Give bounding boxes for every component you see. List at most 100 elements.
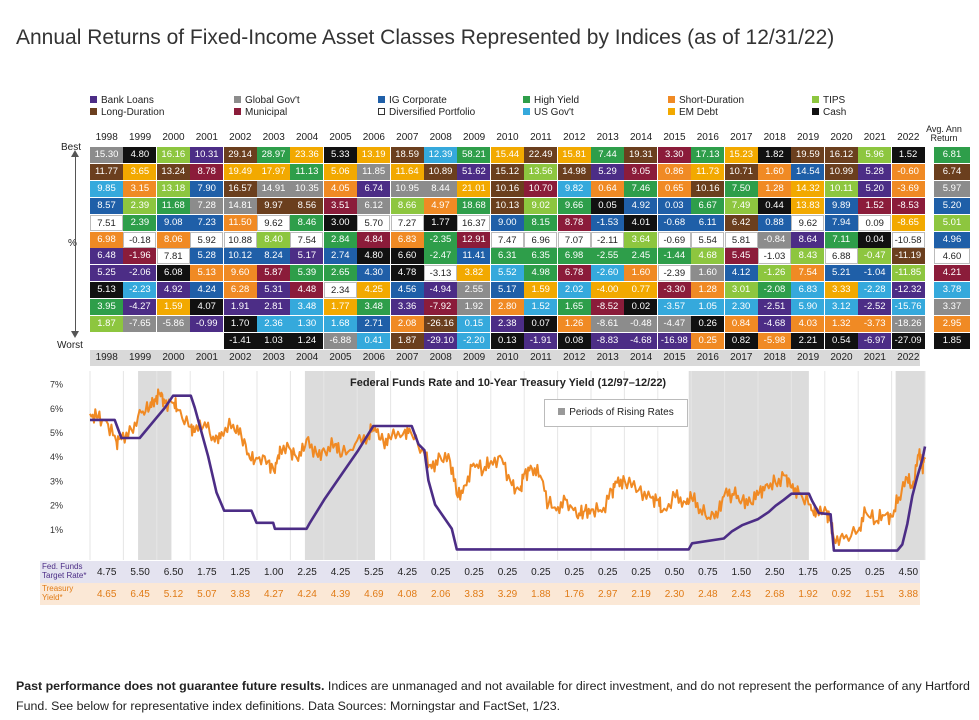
- table-cell: 0.07: [524, 316, 558, 332]
- table-cell: -0.69: [657, 231, 691, 248]
- treasury-yield-value: 2.30: [664, 589, 685, 600]
- table-cell: 10.88: [223, 231, 257, 248]
- table-cell: 2.55: [457, 282, 491, 299]
- treasury-yield-value: 2.68: [764, 589, 785, 600]
- table-cell: 10.13: [490, 197, 524, 214]
- table-cell: 8.15: [524, 214, 558, 231]
- table-cell: 1.52: [524, 299, 558, 316]
- year-label: 2015: [663, 132, 686, 143]
- table-cell: 16.16: [156, 147, 190, 163]
- table-cell: 15.44: [490, 147, 524, 163]
- y-tick-label: 5%: [50, 428, 63, 438]
- table-cell: -2.60: [591, 265, 624, 282]
- table-cell: 10.12: [223, 248, 257, 265]
- table-cell: -2.06: [123, 265, 157, 282]
- table-cell: -3.30: [657, 282, 691, 299]
- legend-label: EM Debt: [679, 107, 718, 118]
- table-cell: 5.90: [791, 299, 825, 316]
- worst-label: Worst: [57, 340, 83, 351]
- table-cell: 6.28: [223, 282, 257, 299]
- year-label: 2004: [295, 132, 319, 143]
- table-cell: 5.25: [90, 265, 123, 282]
- year-label: 2008: [429, 132, 452, 143]
- table-cell: 4.30: [357, 265, 391, 282]
- year-label: 2001: [195, 352, 218, 363]
- table-cell: 6.31: [490, 248, 524, 265]
- table-cell: 17.97: [257, 163, 290, 180]
- fed-funds-value: 2.25: [297, 567, 317, 578]
- legend-item: US Gov't: [523, 107, 574, 119]
- treasury-yield-value: 3.83: [464, 589, 484, 600]
- legend-label: Short-Duration: [679, 95, 745, 106]
- table-cell: 3.01: [724, 282, 758, 299]
- period-legend: Periods of Rising Rates: [544, 399, 688, 427]
- rates-line-chart: 8%7%6%5%4%3%2%1%: [50, 371, 927, 560]
- year-label: 2005: [329, 352, 352, 363]
- table-cell: 7.94: [824, 214, 858, 231]
- table-cell: 0.05: [591, 197, 624, 214]
- table-cell: 18.68: [457, 197, 491, 214]
- year-label: 2021: [863, 352, 886, 363]
- table-cell: -8.52: [591, 299, 624, 316]
- table-cell: 13.83: [791, 197, 825, 214]
- footnote: Past performance does not guarantee futu…: [16, 676, 976, 716]
- table-cell: -1.04: [858, 265, 892, 282]
- table-cell: 2.95: [934, 316, 970, 332]
- table-cell: 4.48: [290, 282, 324, 299]
- fed-funds-label: Fed. Funds Target Rate*: [42, 562, 90, 580]
- table-cell: 2.21: [791, 332, 825, 349]
- table-cell: 19.31: [624, 147, 658, 163]
- table-cell: 0.25: [691, 332, 725, 349]
- table-cell: 5.29: [591, 163, 624, 180]
- table-cell: 15.30: [90, 147, 123, 163]
- table-cell: 5.13: [190, 265, 224, 282]
- year-label: 2004: [295, 352, 319, 363]
- fed-funds-line: [90, 394, 927, 552]
- table-cell: -27.09: [891, 332, 925, 349]
- legend-item: Bank Loans: [90, 95, 154, 107]
- table-cell: -2.52: [858, 299, 892, 316]
- legend-item: Diversified Portfolio: [378, 107, 475, 119]
- table-cell: 10.16: [490, 180, 524, 197]
- table-cell: 2.36: [257, 316, 290, 332]
- fed-funds-value: 0.25: [464, 567, 484, 578]
- year-label: 2017: [730, 132, 753, 143]
- table-cell: 3.12: [824, 299, 858, 316]
- year-label: 2000: [162, 352, 185, 363]
- legend-item: IG Corporate: [378, 95, 447, 107]
- table-cell: 1.24: [290, 332, 324, 349]
- table-cell: 1.60: [691, 265, 725, 282]
- table-cell: 0.44: [758, 197, 791, 214]
- table-cell: -7.65: [123, 316, 157, 332]
- rising-rate-period: [304, 371, 376, 560]
- table-cell: 14.54: [791, 163, 825, 180]
- table-cell: 10.99: [824, 163, 858, 180]
- fed-funds-value: 1.50: [731, 567, 752, 578]
- table-cell: -1.96: [123, 248, 157, 265]
- treasury-yield-line: [89, 388, 926, 546]
- table-cell: 5.28: [190, 248, 224, 265]
- y-tick-label: 3%: [50, 476, 63, 486]
- table-cell: 19.49: [223, 163, 257, 180]
- table-cell: 8.78: [190, 163, 224, 180]
- table-cell: 7.23: [190, 214, 224, 231]
- table-cell: 58.21: [457, 147, 491, 163]
- table-cell: -2.28: [858, 282, 892, 299]
- table-cell: 4.56: [390, 282, 424, 299]
- table-cell: 5.97: [934, 180, 970, 197]
- table-cell: 3.78: [934, 282, 970, 299]
- table-cell: -8.83: [591, 332, 624, 349]
- fed-funds-value: 5.25: [364, 567, 384, 578]
- table-cell: 3.48: [357, 299, 391, 316]
- table-cell: 7.11: [824, 231, 858, 248]
- table-cell: 9.97: [257, 197, 290, 214]
- table-cell: -4.68: [758, 316, 791, 332]
- table-cell: 4.25: [357, 282, 391, 299]
- table-cell: 14.32: [791, 180, 825, 197]
- table-cell: -5.86: [156, 316, 190, 332]
- legend-swatch-icon: [668, 96, 675, 103]
- page-title: Annual Returns of Fixed-Income Asset Cla…: [16, 26, 835, 49]
- table-cell: -26.16: [424, 316, 457, 332]
- legend-label: Long-Duration: [101, 107, 165, 118]
- fed-funds-row: Fed. Funds Target Rate* 4.75 5.50 6.50 1.75…: [40, 561, 920, 583]
